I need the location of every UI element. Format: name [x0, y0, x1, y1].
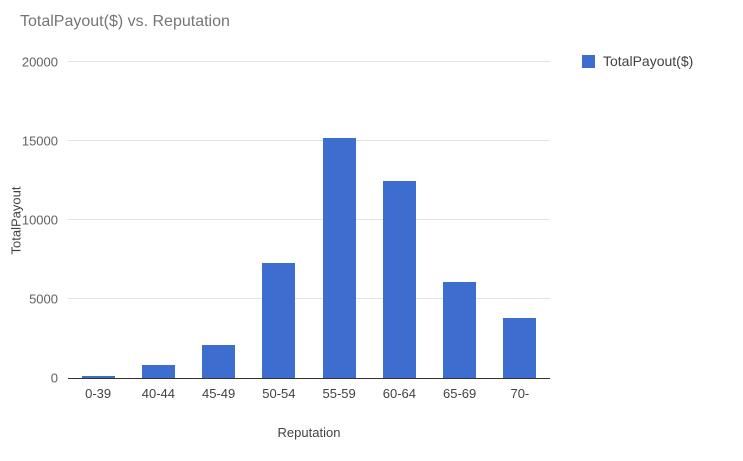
y-tick-label: 15000	[21, 133, 58, 149]
gridline	[68, 140, 550, 141]
gridlines	[68, 61, 550, 378]
bar-slot	[249, 62, 309, 378]
y-tick-label: 10000	[21, 212, 58, 228]
bar-slot	[490, 62, 550, 378]
y-tick-labels: 0 5000 10000 15000 20000	[0, 55, 58, 386]
bar	[81, 375, 115, 378]
bar	[322, 137, 356, 378]
bar	[443, 281, 477, 378]
x-tick-label: 65-69	[443, 386, 477, 401]
bars	[68, 62, 550, 378]
x-tick-label: 40-44	[141, 386, 175, 401]
bar	[202, 344, 236, 378]
legend-swatch	[582, 54, 595, 68]
x-tick-label: 0-39	[85, 386, 112, 401]
gridline	[68, 61, 550, 62]
bar-slot	[189, 62, 249, 378]
legend-label: TotalPayout($)	[603, 53, 694, 69]
bar	[503, 317, 537, 378]
bar-slot	[309, 62, 369, 378]
x-tick-label: 55-59	[322, 386, 356, 401]
chart-title: TotalPayout($) vs. Reputation	[20, 13, 230, 30]
x-tick-label: 60-64	[382, 386, 416, 401]
x-tick-label: 50-54	[262, 386, 296, 401]
bar-slot	[68, 62, 128, 378]
y-tick-label: 20000	[21, 54, 58, 70]
y-tick-label: 5000	[29, 291, 58, 307]
x-tick-labels: 0-39 40-44 45-49 50-54 55-59 60-64 65-69 70-	[68, 386, 550, 401]
plot-area	[68, 61, 550, 379]
y-tick-label: 0	[50, 370, 58, 386]
x-tick-label: 45-49	[202, 386, 236, 401]
x-axis-label: Reputation	[277, 425, 341, 440]
bar-slot	[128, 62, 188, 378]
x-tick-label: 70-	[510, 386, 530, 401]
bar	[262, 262, 296, 378]
bar	[382, 180, 416, 378]
legend: TotalPayout($)	[582, 53, 693, 69]
bar-slot	[430, 62, 490, 378]
gridline	[68, 298, 550, 299]
bar-slot	[369, 62, 429, 378]
bar	[141, 365, 175, 378]
gridline	[68, 219, 550, 220]
